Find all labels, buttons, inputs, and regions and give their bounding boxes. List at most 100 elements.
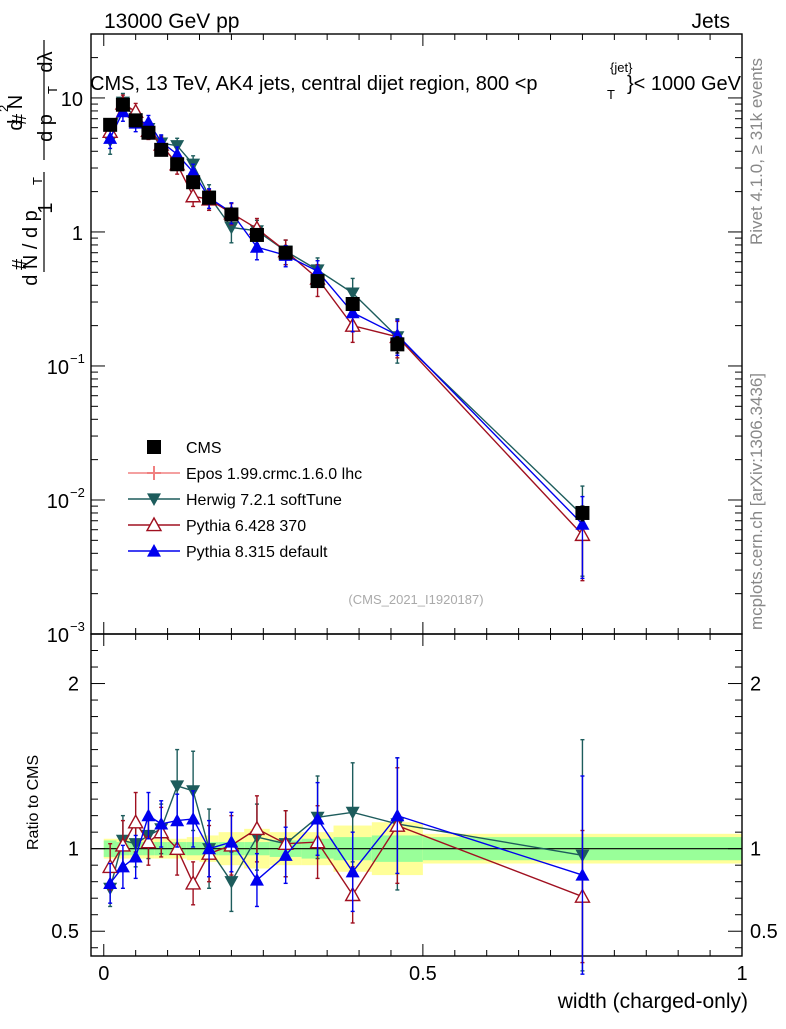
y-tick-label-right: 0.5 (750, 921, 778, 943)
marker-pythia8 (128, 849, 143, 863)
legend-entry-cms: CMS (147, 440, 222, 457)
marker-pythia8 (154, 816, 169, 830)
marker-pythia8 (141, 115, 156, 128)
y-tick-label: 1 (72, 223, 83, 245)
lower-frame (90, 633, 743, 957)
marker-pythia8 (103, 131, 118, 144)
plot-title: CMS, 13 TeV, AK4 jets, central dijet reg… (90, 60, 742, 102)
y-tick-label-base: 1 (72, 223, 83, 245)
ylabel-dn-dpt-sub: T (30, 177, 45, 185)
marker-pythia6 (248, 820, 266, 836)
marker-pythia6 (168, 840, 186, 855)
header-category: Jets (691, 10, 730, 33)
series-cms (103, 97, 590, 522)
legend-marker-herwig (147, 493, 161, 506)
legend-marker-pythia6 (145, 516, 163, 532)
legend-label-pythia8: Pythia 8.315 default (186, 544, 328, 561)
legend-entry-pythia6: Pythia 6.428 370 (128, 516, 306, 535)
legend-label-cms: CMS (186, 440, 222, 457)
marker-cms (345, 297, 360, 312)
upper-ylabel: 1 d N / d p T # # d p T dλ d 2 N (0, 40, 60, 286)
header-energy: 13000 GeV pp (104, 10, 239, 33)
marker-cms (170, 157, 185, 172)
marker-cms (249, 227, 264, 242)
marker-pythia8 (141, 808, 156, 822)
marker-pythia8 (345, 864, 360, 878)
y-tick-label-base: 10 (47, 357, 69, 379)
marker-cms (115, 97, 130, 112)
marker-cms (128, 113, 143, 128)
analysis-watermark: (CMS_2021_I1920187) (348, 592, 483, 607)
y-tick-label: 10 (61, 89, 83, 111)
marker-pythia6 (184, 874, 202, 890)
y-tick-label: 2 (68, 674, 79, 696)
x-tick-label: 0 (98, 963, 109, 985)
ylabel-d2n-d: d (5, 119, 27, 130)
marker-pythia8 (224, 835, 239, 848)
legend-marker-cms (147, 440, 161, 454)
marker-cms (141, 125, 156, 140)
ylabel-dpt: d p (35, 114, 57, 142)
title-tail: }< 1000 GeV (627, 73, 742, 95)
marker-pythia8 (278, 848, 293, 861)
x-tick-label: 1 (736, 963, 747, 985)
mcplots-credit: mcplots.cern.ch [arXiv:1306.3436] (747, 373, 766, 630)
y-tick-label-exp: −2 (70, 485, 85, 500)
legend-marker-epos (147, 466, 161, 480)
marker-herwig (345, 806, 360, 820)
legend-entry-pythia8: Pythia 8.315 default (128, 544, 328, 561)
y-tick-label: 10 −3 (47, 619, 85, 647)
marker-herwig (170, 780, 185, 793)
y-tick-label-base: 10 (47, 491, 69, 513)
legend: CMS Epos 1.99.crmc.1.6.0 lhc Herwig 7.2.1 … (128, 440, 362, 561)
marker-pythia6 (184, 187, 202, 203)
marker-pythia8 (170, 147, 185, 160)
marker-cms (390, 337, 405, 352)
marker-cms (202, 190, 217, 205)
marker-herwig (224, 876, 239, 889)
ylabel-dn-dpt: d N / d p (20, 210, 42, 286)
marker-pythia8 (115, 859, 130, 873)
marker-pythia6 (127, 813, 144, 829)
ylabel-d2n-n: N (5, 95, 27, 109)
series-pythia8 (103, 757, 590, 975)
marker-pythia8 (575, 517, 590, 530)
x-axis-label: width (charged-only) (557, 990, 748, 1013)
legend-marker-pythia8 (147, 544, 161, 557)
marker-pythia8 (186, 165, 201, 178)
ratio-ylabel: Ratio to CMS (25, 755, 42, 850)
marker-pythia8 (186, 811, 201, 825)
y-tick-label: 0.5 (51, 921, 79, 943)
legend-entry-epos: Epos 1.99.crmc.1.6.0 lhc (128, 466, 362, 483)
ylabel-hash-a: # (9, 258, 31, 270)
marker-pythia6 (140, 833, 157, 849)
y-tick-label: 1 (68, 839, 79, 861)
y-tick-label: 10 −2 (47, 485, 85, 513)
y-tick-label-base: 10 (47, 625, 69, 647)
marker-herwig (224, 221, 239, 235)
ylabel-one: 1 (35, 202, 57, 213)
y-tick-label-base: 10 (61, 89, 83, 111)
marker-pythia8 (575, 868, 590, 881)
marker-pythia8 (310, 811, 325, 825)
marker-pythia8 (170, 813, 185, 827)
legend-label-pythia6: Pythia 6.428 370 (186, 518, 306, 535)
y-tick-label: 10 −1 (47, 351, 85, 379)
title-sub-t: T (607, 87, 615, 102)
marker-cms (575, 505, 590, 520)
y-tick-label-exp: −1 (70, 351, 85, 366)
x-tick-label: 0.5 (409, 963, 437, 985)
legend-entry-herwig: Herwig 7.2.1 softTune (128, 492, 342, 509)
marker-cms (103, 117, 118, 132)
y-tick-label-right: 1 (750, 839, 761, 861)
y-tick-label-exp: −3 (70, 619, 85, 634)
marker-pythia8 (310, 264, 325, 277)
ylabel-d2n-2: 2 (0, 105, 11, 112)
marker-herwig (345, 287, 360, 301)
rivet-version: Rivet 4.1.0, ≥ 31k events (747, 58, 766, 245)
ratio-panel: 0 0.5 10.5 0.51 12 2 (51, 633, 778, 985)
marker-cms (310, 274, 325, 289)
